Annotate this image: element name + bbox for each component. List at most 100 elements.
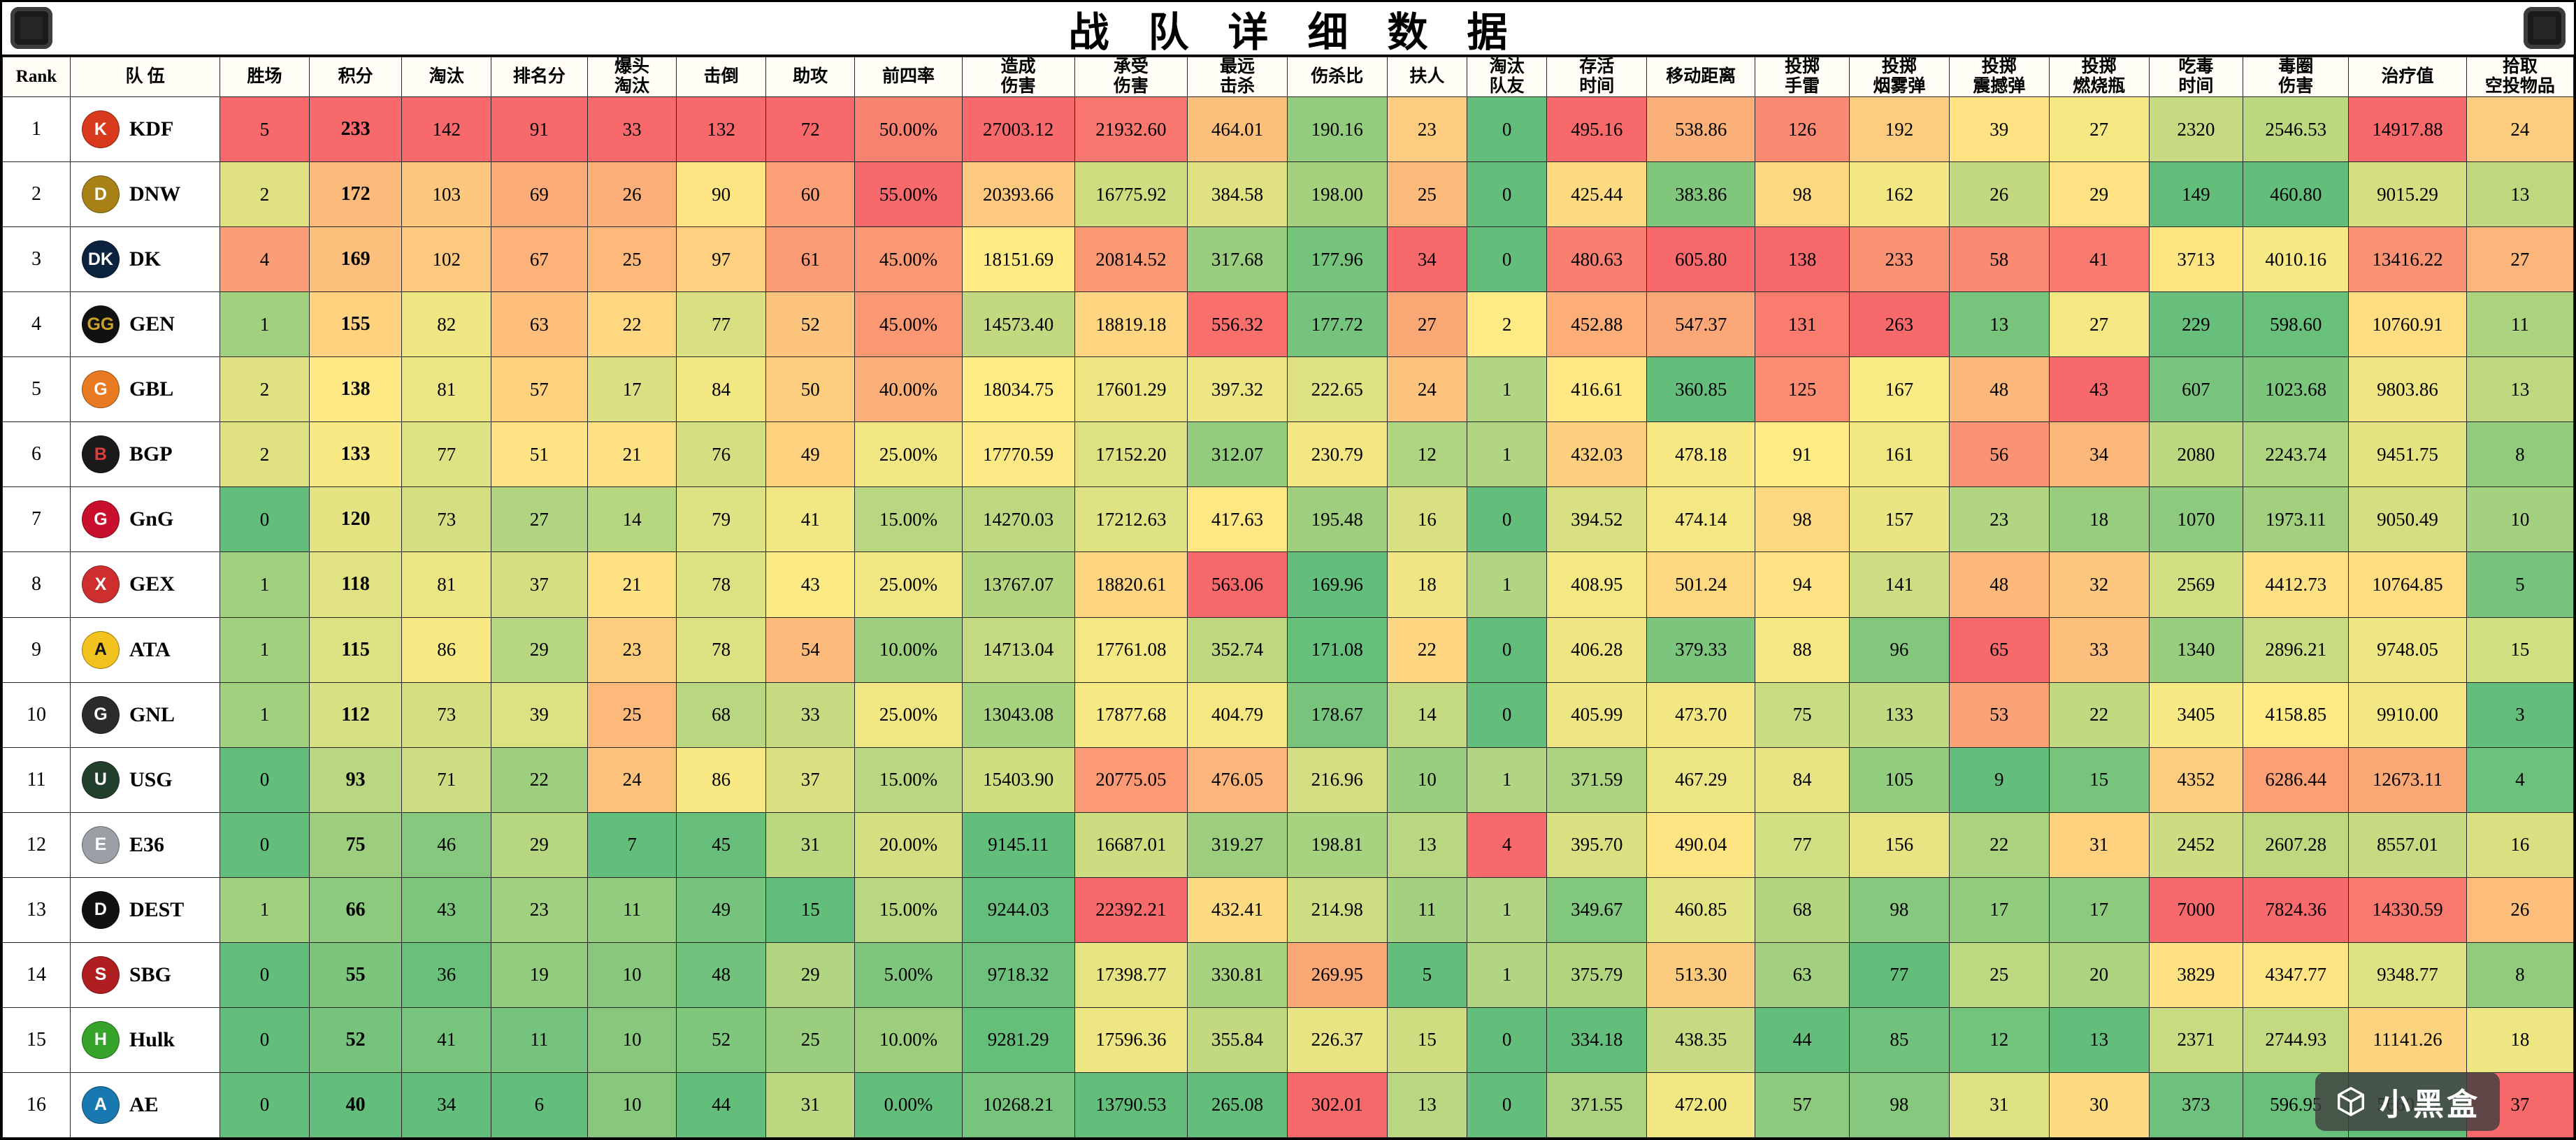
stat-cell-wins: 1 — [220, 551, 310, 618]
stat-cell-move_distance: 605.80 — [1646, 226, 1756, 293]
stat-cell-team_kills: 1 — [1467, 551, 1548, 618]
stat-cell-team_kills: 2 — [1467, 291, 1548, 358]
stat-cell-damage_dealt: 18151.69 — [961, 226, 1075, 293]
column-header-airdrop_items: 拾取 空投物品 — [2466, 57, 2574, 97]
stat-cell-longest_kill: 464.01 — [1187, 96, 1288, 163]
stat-cell-survival_time: 432.03 — [1546, 421, 1648, 488]
team-name: USG — [129, 767, 173, 791]
stat-cell-airdrop_items: 10 — [2466, 486, 2574, 553]
stat-cell-survival_time: 349.67 — [1546, 876, 1648, 943]
stat-cell-revives: 16 — [1386, 486, 1468, 553]
stat-cell-longest_kill: 355.84 — [1187, 1006, 1288, 1073]
rank-cell: 11 — [2, 746, 71, 813]
stat-cell-top4_rate: 10.00% — [854, 616, 963, 683]
stat-cell-kills: 41 — [401, 1006, 492, 1073]
stat-cell-healing: 11141.26 — [2348, 1006, 2467, 1073]
team-row-SBG: 14 S SBG 0 55 36 19 10 48 29 5.00% 9718.32 17398.77 3… — [2, 941, 2574, 1008]
team-logo-icon: DK — [81, 240, 120, 279]
stat-cell-headshot_kills: 24 — [587, 746, 677, 813]
stat-cell-longest_kill: 319.27 — [1187, 811, 1288, 878]
stat-cell-damage_taken: 20775.05 — [1074, 746, 1188, 813]
team-logo-icon: A — [81, 1085, 120, 1124]
stat-cell-healing: 9015.29 — [2348, 161, 2467, 228]
stat-cell-revives: 12 — [1386, 421, 1468, 488]
stat-cell-stuns: 53 — [1948, 681, 2050, 748]
stat-cell-damage_dealt: 9145.11 — [961, 811, 1075, 878]
stat-cell-knockdowns: 78 — [676, 616, 766, 683]
stat-cell-zone_time: 7000 — [2148, 876, 2244, 943]
stat-cell-kills: 103 — [401, 161, 492, 228]
stat-cell-survival_time: 495.16 — [1546, 96, 1648, 163]
stat-cell-team_kills: 1 — [1467, 876, 1548, 943]
stat-cell-zone_time: 2569 — [2148, 551, 2244, 618]
stat-cell-revives: 5 — [1386, 941, 1468, 1008]
column-header-rank: Rank — [2, 57, 71, 97]
stat-cell-move_distance: 501.24 — [1646, 551, 1756, 618]
stat-cell-grenades: 98 — [1755, 161, 1850, 228]
stat-cell-points: 115 — [308, 616, 403, 683]
stat-cell-stuns: 58 — [1948, 226, 2050, 293]
stat-cell-grenades: 68 — [1755, 876, 1850, 943]
stat-cell-stuns: 26 — [1948, 161, 2050, 228]
stat-cell-healing: 9748.05 — [2348, 616, 2467, 683]
column-header-headshot_kills: 爆头 淘汰 — [587, 57, 677, 97]
stat-cell-points: 55 — [308, 941, 403, 1008]
stat-cell-damage_kill_ratio: 214.98 — [1286, 876, 1388, 943]
stat-cell-assists: 50 — [765, 356, 856, 423]
stat-cell-placement_points: 57 — [491, 356, 588, 423]
column-header-wins: 胜场 — [220, 57, 310, 97]
stat-cell-damage_dealt: 17770.59 — [961, 421, 1075, 488]
stat-cell-zone_time: 149 — [2148, 161, 2244, 228]
rank-cell: 13 — [2, 876, 71, 943]
stats-table: Rank 队 伍胜场 积分 淘汰 排名分 爆头 淘汰 击倒 助攻 前四率 造成 伤害 承受 伤害 最远… — [2, 57, 2574, 1138]
stat-cell-headshot_kills: 11 — [587, 876, 677, 943]
stat-cell-assists: 43 — [765, 551, 856, 618]
column-header-knockdowns: 击倒 — [676, 57, 766, 97]
stat-cell-airdrop_items: 3 — [2466, 681, 2574, 748]
stat-cell-move_distance: 379.33 — [1646, 616, 1756, 683]
stat-cell-zone_time: 3829 — [2148, 941, 2244, 1008]
stat-cell-zone_damage: 4412.73 — [2243, 551, 2350, 618]
stat-cell-damage_taken: 20814.52 — [1074, 226, 1188, 293]
stat-cell-top4_rate: 45.00% — [854, 291, 963, 358]
stat-cell-kills: 46 — [401, 811, 492, 878]
team-row-DNW: 2 D DNW 2 172 103 69 26 90 60 55.00% 20393.66 16775.… — [2, 161, 2574, 228]
stat-cell-damage_taken: 17877.68 — [1074, 681, 1188, 748]
stat-cell-grenades: 125 — [1755, 356, 1850, 423]
stat-cell-molotovs: 17 — [2048, 876, 2150, 943]
stat-cell-smokes: 156 — [1849, 811, 1950, 878]
title-bar: 战队详细数据 — [2, 2, 2574, 57]
stat-cell-healing: 14917.88 — [2348, 96, 2467, 163]
stat-cell-points: 233 — [308, 96, 403, 163]
stat-cell-grenades: 88 — [1755, 616, 1850, 683]
stat-cell-molotovs: 15 — [2048, 746, 2150, 813]
stat-cell-knockdowns: 49 — [676, 876, 766, 943]
stat-cell-damage_taken: 16775.92 — [1074, 161, 1188, 228]
stat-cell-top4_rate: 20.00% — [854, 811, 963, 878]
team-row-DEST: 13 D DEST 1 66 43 23 11 49 15 15.00% 9244.03 22392.2… — [2, 876, 2574, 943]
column-header-stuns: 投掷 震撼弹 — [1948, 57, 2050, 97]
stat-cell-zone_damage: 2744.93 — [2243, 1006, 2350, 1073]
stat-cell-points: 75 — [308, 811, 403, 878]
team-cell: X GEX — [69, 551, 221, 618]
stat-cell-move_distance: 490.04 — [1646, 811, 1756, 878]
rank-cell: 14 — [2, 941, 71, 1008]
stat-cell-damage_taken: 17601.29 — [1074, 356, 1188, 423]
stat-cell-wins: 0 — [220, 1006, 310, 1073]
stat-cell-damage_taken: 17761.08 — [1074, 616, 1188, 683]
stat-cell-points: 169 — [308, 226, 403, 293]
team-logo-icon: X — [81, 565, 120, 604]
watermark-label: 小黑盒 — [2380, 1088, 2480, 1122]
stat-cell-headshot_kills: 17 — [587, 356, 677, 423]
team-name: AE — [129, 1092, 159, 1116]
stat-cell-revives: 18 — [1386, 551, 1468, 618]
stat-cell-damage_taken: 16687.01 — [1074, 811, 1188, 878]
stat-cell-survival_time: 406.28 — [1546, 616, 1648, 683]
stat-cell-smokes: 105 — [1849, 746, 1950, 813]
stat-cell-damage_dealt: 9718.32 — [961, 941, 1075, 1008]
stat-cell-damage_dealt: 27003.12 — [961, 96, 1075, 163]
stat-cell-airdrop_items: 16 — [2466, 811, 2574, 878]
stat-cell-molotovs: 33 — [2048, 616, 2150, 683]
rank-cell: 16 — [2, 1072, 71, 1138]
rank-cell: 2 — [2, 161, 71, 228]
